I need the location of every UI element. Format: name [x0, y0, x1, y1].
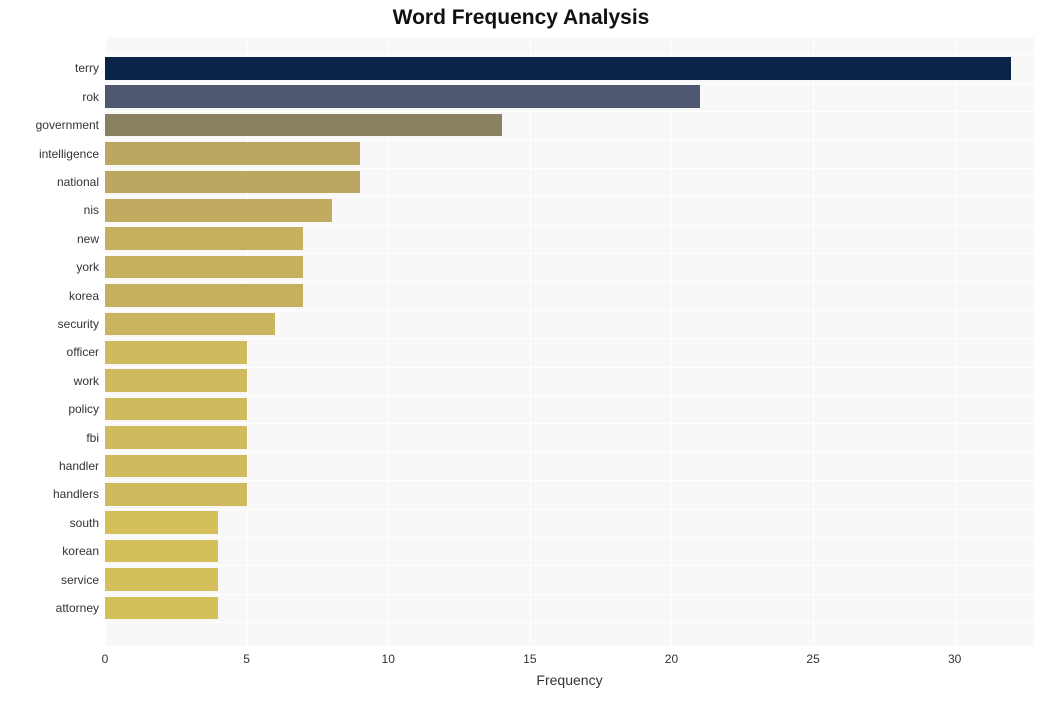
gridline-vertical	[813, 37, 814, 646]
bar	[105, 483, 247, 506]
gridline-horizontal	[105, 594, 1034, 595]
gridline-vertical	[530, 37, 531, 646]
y-tick-label: work	[74, 374, 99, 388]
bar	[105, 597, 218, 620]
bar	[105, 227, 303, 250]
gridline-horizontal	[105, 168, 1034, 169]
gridline-vertical	[955, 37, 956, 646]
y-tick-label: officer	[67, 345, 99, 359]
y-tick-label: new	[77, 232, 99, 246]
gridline-horizontal	[105, 367, 1034, 368]
chart-title: Word Frequency Analysis	[0, 6, 1042, 30]
gridline-horizontal	[105, 310, 1034, 311]
gridline-horizontal	[105, 54, 1034, 55]
x-tick-label: 15	[523, 652, 536, 666]
gridline-horizontal	[105, 565, 1034, 566]
y-tick-label: south	[70, 516, 99, 530]
bar	[105, 199, 332, 222]
gridline-horizontal	[105, 111, 1034, 112]
y-tick-label: intelligence	[39, 147, 99, 161]
gridline-horizontal	[105, 480, 1034, 481]
gridline-horizontal	[105, 622, 1034, 623]
bar	[105, 398, 247, 421]
plot-area	[105, 37, 1034, 646]
bar	[105, 142, 360, 165]
x-tick-label: 0	[102, 652, 109, 666]
y-tick-label: policy	[68, 402, 99, 416]
y-tick-label: government	[36, 118, 99, 132]
bar	[105, 369, 247, 392]
gridline-horizontal	[105, 139, 1034, 140]
gridline-horizontal	[105, 509, 1034, 510]
bar	[105, 256, 303, 279]
gridline-horizontal	[105, 83, 1034, 84]
bar	[105, 114, 502, 137]
x-tick-label: 5	[243, 652, 250, 666]
y-tick-label: nis	[84, 203, 99, 217]
gridline-horizontal	[105, 423, 1034, 424]
gridline-horizontal	[105, 196, 1034, 197]
y-tick-label: york	[76, 260, 99, 274]
gridline-horizontal	[105, 281, 1034, 282]
x-axis-label: Frequency	[520, 672, 620, 688]
y-tick-label: handler	[59, 459, 99, 473]
chart-container: Word Frequency Analysis Frequency 0 5 10 15…	[0, 0, 1042, 701]
x-tick-label: 10	[382, 652, 395, 666]
bar	[105, 284, 303, 307]
gridline-horizontal	[105, 537, 1034, 538]
bar	[105, 57, 1011, 80]
y-tick-label: national	[57, 175, 99, 189]
y-tick-label: service	[61, 573, 99, 587]
x-tick-label: 20	[665, 652, 678, 666]
y-tick-label: terry	[75, 61, 99, 75]
bar	[105, 85, 700, 108]
y-tick-label: attorney	[56, 601, 99, 615]
gridline-horizontal	[105, 395, 1034, 396]
gridline-horizontal	[105, 338, 1034, 339]
gridline-horizontal	[105, 225, 1034, 226]
y-tick-label: korea	[69, 289, 99, 303]
gridline-horizontal	[105, 253, 1034, 254]
bar	[105, 313, 275, 336]
y-tick-label: security	[58, 317, 99, 331]
x-tick-label: 25	[806, 652, 819, 666]
bar	[105, 455, 247, 478]
gridline-vertical	[671, 37, 672, 646]
gridline-horizontal	[105, 452, 1034, 453]
bar	[105, 341, 247, 364]
bar	[105, 171, 360, 194]
bar	[105, 511, 218, 534]
bar	[105, 540, 218, 563]
x-tick-label: 30	[948, 652, 961, 666]
y-tick-label: fbi	[86, 431, 99, 445]
y-tick-label: handlers	[53, 487, 99, 501]
y-tick-label: rok	[82, 90, 99, 104]
bar	[105, 426, 247, 449]
bar	[105, 568, 218, 591]
y-tick-label: korean	[62, 544, 99, 558]
